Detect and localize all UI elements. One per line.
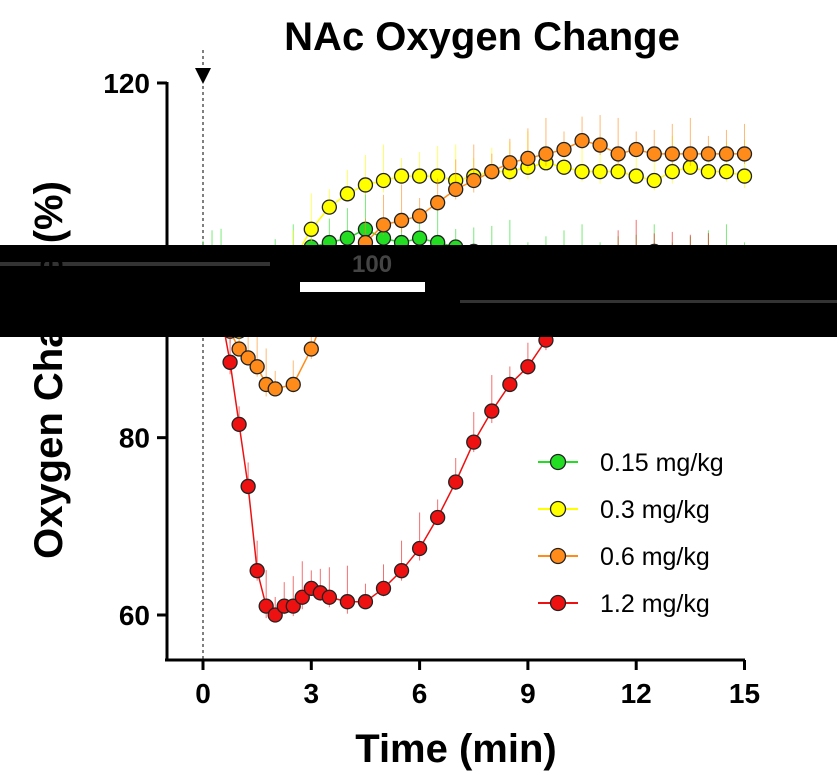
data-point [736,168,753,184]
data-point [520,150,536,166]
distortion-fragment-text: 100 [352,251,392,278]
data-point [339,186,356,202]
data-point [429,195,446,211]
data-point [339,594,356,610]
data-point [736,146,753,162]
chart-title: NAc Oxygen Change [284,15,680,59]
data-point [646,146,662,162]
data-point [448,474,464,490]
data-point [574,132,590,149]
data-point [303,221,319,237]
data-point [484,163,500,180]
data-point [375,172,392,189]
data-point [339,230,356,246]
data-point [466,434,482,450]
data-point [556,159,572,175]
axes [165,50,745,662]
data-point [429,509,446,526]
data-point [411,540,428,557]
distortion-band-stripe [300,282,425,292]
data-point [520,359,536,375]
x-tick-label: 3 [304,678,320,709]
data-point [393,212,410,229]
data-point [411,168,428,184]
legend-label: 0.3 mg/kg [600,496,710,524]
data-point [502,376,518,393]
x-ticks: 0 3 6 9 12 15 [195,660,760,709]
data-point [682,146,698,162]
data-point [718,163,735,180]
data-point [267,607,283,623]
legend-label: 0.6 mg/kg [600,543,710,571]
data-point [700,163,717,180]
x-tick-label: 9 [520,678,536,709]
y-tick-label: 60 [119,600,150,631]
data-point [294,589,310,605]
data-point [249,563,265,579]
data-point [628,141,644,158]
data-point [357,177,374,193]
y-tick-label: 80 [119,423,150,454]
legend-label: 1.2 mg/kg [600,590,710,618]
data-point [258,598,274,614]
data-point [285,376,301,393]
data-point [610,163,626,180]
data-point [628,168,644,184]
data-point [664,146,680,162]
data-point [592,137,608,153]
data-point [484,403,500,419]
y-ticks: 60 80 120 [103,68,167,631]
data-point [321,199,338,215]
distortion-band-stripe [460,300,837,303]
legend-label: 0.15 mg/kg [600,449,724,477]
x-tick-label: 6 [412,678,428,709]
data-point [646,172,662,189]
data-point [375,217,392,233]
y-tick-label: 120 [103,68,150,99]
data-point [466,172,482,189]
legend-marker [549,594,567,612]
data-point [393,168,410,184]
data-point [718,146,735,162]
data-point [285,598,301,614]
data-point [556,141,572,158]
legend-marker [549,453,567,471]
data-point [375,580,392,597]
data-point [240,478,256,495]
data-point [700,146,717,162]
data-point [574,163,590,180]
data-point [222,354,238,370]
data-point [592,163,608,180]
data-point [610,146,626,162]
distortion-band: 100 [0,245,837,337]
legend: 0.15 mg/kg 0.3 mg/kg 0.6 mg/kg 1.2 mg/kg [538,449,724,618]
data-point [303,341,319,357]
x-axis-label: Time (min) [355,727,557,771]
data-point [357,594,374,610]
data-point [231,341,247,357]
legend-marker [549,547,567,565]
legend-marker [549,500,567,518]
injection-arrow-icon [195,68,211,84]
data-point [411,208,428,224]
data-point [321,589,338,605]
data-point [502,155,518,171]
y-axis-label: Oxygen Change (%) [27,181,71,559]
data-point [231,416,247,433]
x-tick-label: 15 [729,678,760,709]
data-point [538,146,554,162]
x-tick-label: 12 [621,678,652,709]
data-point [664,163,680,180]
data-point [240,350,256,366]
x-tick-label: 0 [195,678,211,709]
data-point [448,181,464,198]
distortion-band-stripe [0,262,270,266]
data-point [267,381,283,397]
data-point [393,563,410,579]
data-point [411,230,428,246]
data-point [249,359,265,375]
